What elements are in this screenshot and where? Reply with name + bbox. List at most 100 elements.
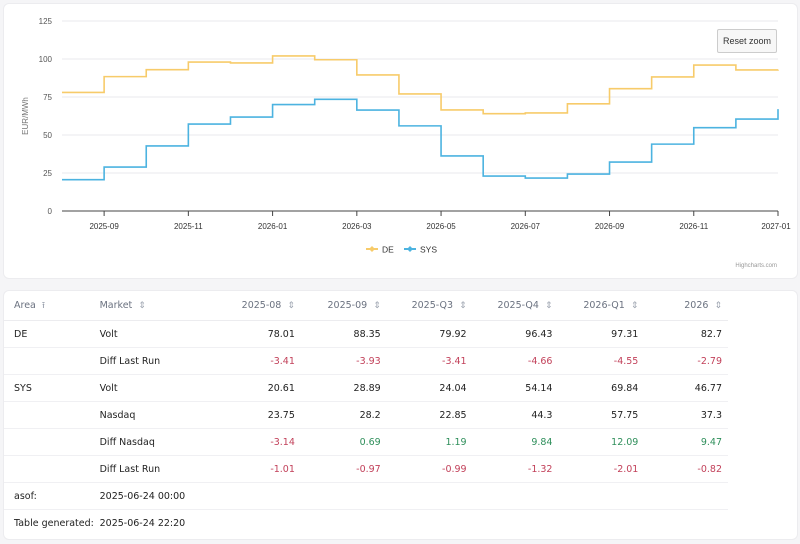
meta-value: 2025-06-24 22:20 <box>99 517 186 529</box>
cell-value: -3.41 <box>386 347 473 375</box>
cell-market: Diff Last Run <box>98 455 203 483</box>
x-tick-label: 2027-01 <box>761 222 791 231</box>
sort-icon[interactable]: ⇕ <box>630 301 639 311</box>
meta-label: asof: <box>4 482 99 510</box>
x-tick-label: 2026-11 <box>679 222 708 231</box>
y-tick-label: 125 <box>39 17 53 26</box>
cell-value: -2.79 <box>644 347 728 375</box>
cell-value: 9.47 <box>644 428 728 456</box>
cell-area <box>4 428 99 456</box>
cell-area: DE <box>4 320 99 348</box>
cell-value: 28.89 <box>300 374 387 402</box>
sort-icon[interactable]: ⇕ <box>287 301 295 311</box>
cell-market: Volt <box>98 374 203 402</box>
x-tick-label: 2025-11 <box>174 222 203 231</box>
sort-icon[interactable]: ⇕ <box>373 301 381 311</box>
cell-value: 69.84 <box>558 374 645 402</box>
meta-row: asof: 2025-06-24 00:00 <box>4 482 728 510</box>
cell-area <box>4 455 99 483</box>
legend-item-sys[interactable]: SYS <box>420 245 437 255</box>
column-header-2025-09[interactable]: 2025-09 ⇕ <box>300 291 387 321</box>
column-header-2025-q3[interactable]: 2025-Q3 ⇕ <box>386 291 473 321</box>
sort-icon[interactable]: ⇕ <box>714 301 722 311</box>
meta-label: Table generated: <box>14 517 94 529</box>
column-header-label: 2025-Q4 <box>497 300 539 311</box>
column-header-2026[interactable]: 2026 ⇕ <box>644 291 728 321</box>
legend-marker-sys <box>407 246 413 252</box>
cell-value: 12.09 <box>558 428 645 456</box>
table-row: Nasdaq 23.75 28.2 22.85 44.3 57.75 37.3 <box>4 401 728 429</box>
data-table-panel: Area ⭱ Market ⇕ 2025-08 ⇕ 2025-09 ⇕ 2025-Q3 ⇕ 2025… <box>3 290 798 540</box>
column-header-2025-q4[interactable]: 2025-Q4 ⇕ <box>472 291 559 321</box>
cell-value: 1.19 <box>386 428 473 456</box>
column-header-label: 2025-09 <box>327 300 368 311</box>
sort-asc-icon[interactable]: ⭱ <box>41 300 46 311</box>
cell-market: Diff Last Run <box>98 347 203 375</box>
cell-value: -3.41 <box>202 347 301 375</box>
column-header-2025-08[interactable]: 2025-08 ⇕ <box>202 291 301 321</box>
table-row: DE Volt 78.01 88.35 79.92 96.43 97.31 82.7 <box>4 320 728 348</box>
cell-market: Volt <box>98 320 203 348</box>
cell-market: Diff Nasdaq <box>98 428 203 456</box>
sort-icon[interactable]: ⇕ <box>459 301 467 311</box>
cell-value: 88.35 <box>300 320 387 348</box>
cell-value: 57.75 <box>558 401 645 429</box>
cell-value: -1.32 <box>472 455 559 483</box>
meta-value: 2025-06-24 00:00 <box>98 482 728 510</box>
cell-value: -4.66 <box>472 347 559 375</box>
y-tick-label: 100 <box>39 55 53 64</box>
table-row: Diff Nasdaq -3.14 0.69 1.19 9.84 12.09 9.47 <box>4 428 728 456</box>
x-tick-label: 2025-09 <box>89 222 119 231</box>
cell-value: -3.14 <box>202 428 301 456</box>
cell-value: 97.31 <box>558 320 645 348</box>
cell-value: -3.93 <box>300 347 387 375</box>
table-row: Diff Last Run -1.01 -0.97 -0.99 -1.32 -2.01 -0… <box>4 455 728 483</box>
column-header-label: Market <box>99 300 133 311</box>
cell-value: 96.43 <box>472 320 559 348</box>
highcharts-credits[interactable]: Highcharts.com <box>735 263 777 269</box>
cell-value: -4.55 <box>558 347 645 375</box>
cell-value: 79.92 <box>386 320 473 348</box>
cell-value: 20.61 <box>202 374 301 402</box>
sort-icon[interactable]: ⇕ <box>138 301 146 311</box>
cell-value: 23.75 <box>202 401 301 429</box>
x-tick-label: 2026-07 <box>511 222 541 231</box>
cell-value: -0.97 <box>300 455 387 483</box>
table-header-row: Area ⭱ Market ⇕ 2025-08 ⇕ 2025-09 ⇕ 2025-Q3 ⇕ 2025… <box>4 291 728 321</box>
y-axis-title: EUR/MWh <box>21 97 30 135</box>
price-table: Area ⭱ Market ⇕ 2025-08 ⇕ 2025-09 ⇕ 2025-Q3 ⇕ 2025… <box>4 291 728 536</box>
column-header-label: 2026 <box>684 300 709 311</box>
cell-value: 82.7 <box>644 320 728 348</box>
cell-value: 78.01 <box>202 320 301 348</box>
table-row: Diff Last Run -3.41 -3.93 -3.41 -4.66 -4.55 -2… <box>4 347 728 375</box>
cell-value: 37.3 <box>644 401 728 429</box>
cell-area <box>4 347 99 375</box>
cell-value: 0.69 <box>300 428 387 456</box>
y-tick-label: 75 <box>43 93 52 102</box>
cell-value: -0.82 <box>644 455 728 483</box>
column-header-2026-q1[interactable]: 2026-Q1 ⇕ <box>558 291 645 321</box>
cell-value: 44.3 <box>472 401 559 429</box>
cell-value: 22.85 <box>386 401 473 429</box>
series-line-de[interactable] <box>62 55 779 115</box>
column-header-area[interactable]: Area ⭱ <box>4 291 99 321</box>
y-tick-label: 25 <box>43 169 52 178</box>
reset-zoom-button[interactable]: Reset zoom <box>717 29 777 53</box>
legend-marker-de <box>369 246 375 252</box>
cell-value: 46.77 <box>644 374 728 402</box>
legend-item-de[interactable]: DE <box>382 245 394 255</box>
column-header-label: 2026-Q1 <box>583 300 625 311</box>
x-tick-label: 2026-01 <box>258 222 288 231</box>
cell-area <box>4 401 99 429</box>
column-header-label: 2025-Q3 <box>411 300 454 311</box>
table-row: SYS Volt 20.61 28.89 24.04 54.14 69.84 46.77 <box>4 374 728 402</box>
sort-icon[interactable]: ⇕ <box>544 301 553 311</box>
cell-value: -1.01 <box>202 455 301 483</box>
meta-row: Table generated: 2025-06-24 22:20 <box>4 510 728 537</box>
price-chart[interactable]: 0 25 50 75 100 125 2025-09 2025-11 2026-01 2026-0… <box>4 4 797 278</box>
cell-market: Nasdaq <box>98 401 203 429</box>
series-line-sys[interactable] <box>62 98 779 181</box>
column-header-label: Area <box>14 299 36 311</box>
x-tick-label: 2026-03 <box>342 222 372 231</box>
column-header-market[interactable]: Market ⇕ <box>98 291 203 321</box>
